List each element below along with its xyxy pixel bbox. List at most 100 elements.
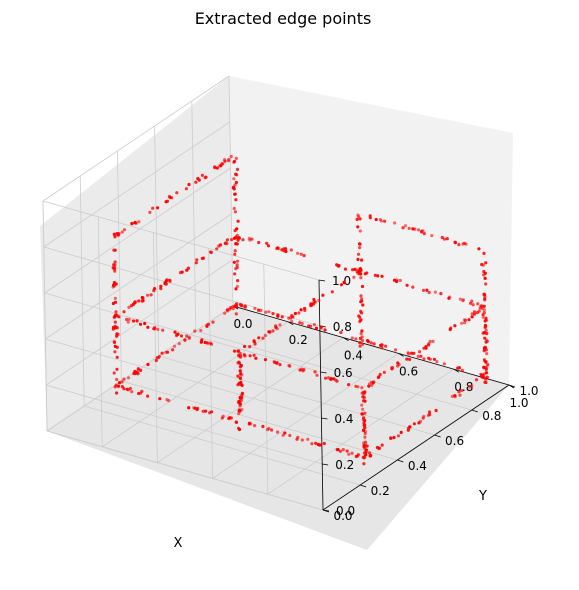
data-point [125,317,129,322]
data-point [253,342,257,346]
data-point [120,380,124,384]
data-point [317,298,321,303]
data-point [306,437,310,441]
data-point [298,368,302,372]
data-point [427,410,432,414]
data-point [248,345,252,349]
grid-line-y-floor [158,355,435,436]
data-point [352,275,356,279]
data-point [271,312,275,316]
data-point [321,293,325,297]
data-point [380,443,384,447]
z-tick-mark [321,417,328,420]
data-point [416,354,420,358]
grid-line-z-back [44,292,321,373]
data-point [115,355,119,359]
data-point [234,312,238,316]
data-point [113,350,117,354]
data-point [380,274,384,278]
data-point [314,326,318,330]
data-point [358,229,362,233]
data-point [356,385,360,389]
data-point [383,219,387,223]
data-point [225,238,229,242]
data-point [480,306,484,310]
data-point [115,367,119,371]
data-point [117,381,121,385]
data-point [140,299,144,303]
grid-line-y-left [117,150,122,382]
data-point [131,319,136,323]
data-point [422,357,426,361]
data-point [259,309,263,313]
data-point [158,397,162,401]
data-point [234,242,238,246]
data-point [236,383,240,387]
data-point [289,316,293,320]
data-point [393,348,398,352]
z-tick-label: 0.4 [334,412,353,426]
data-point [359,272,363,276]
grid-line-x-back [153,232,158,463]
back-pane-x [229,76,513,385]
data-point [177,342,181,346]
data-point [127,317,131,321]
data-point [351,268,355,272]
data-point [163,280,167,285]
data-point [218,164,222,168]
data-point [113,234,117,238]
data-point [185,268,189,272]
data-point [457,243,461,247]
grid-line-x-floor [101,321,289,448]
data-point [238,376,242,380]
data-point [411,285,415,289]
data-point [431,339,435,343]
z-axis-line [318,279,324,511]
data-point [194,261,198,265]
data-point [357,314,361,318]
grid-line-y-floor [84,405,361,486]
data-point [165,199,169,203]
data-point [363,435,367,439]
data-point [379,219,384,223]
data-point [112,371,116,375]
data-point [405,357,409,361]
data-point [360,386,364,390]
data-point [435,360,439,364]
data-point [157,354,161,358]
data-point [146,293,150,297]
data-point [376,274,380,278]
data-point [159,284,163,288]
data-point [195,258,199,262]
data-point [484,371,489,375]
data-point [347,383,351,387]
data-point [319,326,323,330]
data-point [373,273,377,277]
data-point [449,326,453,330]
x-tick-mark [287,321,294,326]
data-point [308,324,313,328]
data-point [237,360,241,364]
data-point [122,228,127,232]
data-point [238,369,242,373]
data-point [138,391,143,395]
data-point [323,376,328,380]
y-tick-mark [397,459,404,463]
y-tick-label: 0.0 [333,509,352,523]
x-axis-label: X [174,536,183,551]
data-point [361,407,365,411]
data-point [243,305,247,309]
data-point [342,281,347,285]
data-point [482,292,486,296]
data-point [461,299,465,303]
y-tick-label: 1.0 [519,384,538,398]
left-pane-y [40,76,233,431]
data-point [484,377,488,381]
data-point [187,182,191,187]
data-point [146,362,150,367]
data-point [462,318,466,322]
data-point [236,426,241,430]
data-point [263,333,267,338]
data-point [234,180,238,185]
data-point [360,299,364,303]
